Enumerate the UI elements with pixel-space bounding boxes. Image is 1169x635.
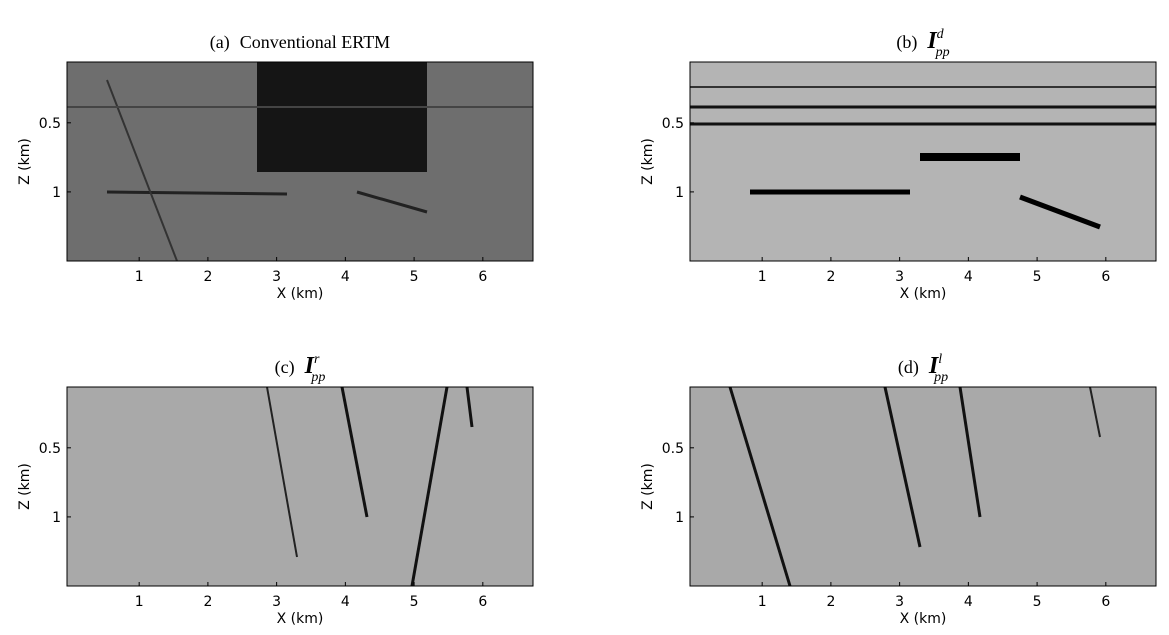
y-tick-label: 0.5 (39, 116, 61, 132)
x-tick-label: 1 (758, 269, 767, 285)
panel: (b) Id pp 1 2 3 4 5 6 0.5 1 X (km) Z (km) (640, 27, 1157, 302)
plot-frame (66, 61, 534, 262)
reflector (883, 386, 922, 548)
title-text: Conventional ERTM (240, 32, 390, 52)
y-tick-label: 1 (52, 185, 61, 201)
panel: (c) Ir pp 1 2 3 4 5 6 0.5 1 X (km) Z (km) (17, 352, 534, 627)
y-axis-label: Z (km) (17, 138, 33, 185)
x-tick-label: 5 (410, 269, 419, 285)
title-superscript: d (937, 27, 945, 42)
title-subscript: pp (933, 370, 948, 385)
x-tick-label: 2 (826, 594, 835, 610)
x-tick-label: 5 (1033, 594, 1042, 610)
panel-label: (a) (210, 32, 230, 53)
plot-frame (689, 386, 1157, 587)
seismic-image (67, 387, 533, 586)
x-tick-label: 4 (964, 594, 973, 610)
panel-label: (d) (898, 357, 919, 378)
x-tick-label: 3 (272, 269, 281, 285)
panel-title: (a) Conventional ERTM (210, 32, 390, 53)
image-features (67, 62, 533, 262)
panel-title: (b) Id pp (896, 27, 949, 60)
panel: (a) Conventional ERTM 1 2 3 4 5 6 0.5 1 X (km) Z (k… (17, 32, 534, 302)
y-axis-label: Z (km) (640, 463, 656, 510)
x-tick-label: 1 (758, 594, 767, 610)
reflector (266, 386, 298, 558)
reflector (410, 386, 449, 587)
x-tick-label: 2 (203, 594, 212, 610)
x-axis-label: X (km) (277, 611, 324, 627)
x-tick-label: 3 (895, 594, 904, 610)
x-tick-label: 5 (1033, 269, 1042, 285)
image-features (266, 386, 474, 587)
x-axis-label: X (km) (277, 286, 324, 302)
title-subscript: pp (935, 45, 950, 60)
y-tick-label: 0.5 (662, 441, 684, 457)
reflector (1019, 194, 1101, 230)
reflector (728, 386, 792, 587)
plot-frame (689, 61, 1157, 262)
title-symbol: I (304, 353, 316, 379)
x-tick-label: 6 (1101, 594, 1110, 610)
x-tick-label: 6 (478, 594, 487, 610)
image-features (690, 86, 1156, 230)
seismic-image (690, 62, 1156, 261)
x-tick-label: 3 (272, 594, 281, 610)
x-tick-label: 4 (341, 269, 350, 285)
panel-title: (d) Il pp (898, 352, 948, 385)
y-tick-label: 1 (675, 510, 684, 526)
y-tick-label: 0.5 (662, 116, 684, 132)
plot-frame (66, 386, 534, 587)
reflector (106, 79, 178, 262)
reflector (257, 62, 427, 172)
x-axis-label: X (km) (900, 611, 947, 627)
y-axis-label: Z (km) (640, 138, 656, 185)
title-symbol: I (926, 28, 938, 54)
reflector (340, 386, 369, 518)
reflector (106, 190, 288, 196)
panel: (d) Il pp 1 2 3 4 5 6 0.5 1 X (km) Z (km) (640, 352, 1157, 627)
title-subscript: pp (310, 370, 325, 385)
title-superscript: r (314, 352, 320, 367)
x-tick-label: 4 (964, 269, 973, 285)
x-tick-label: 1 (135, 269, 144, 285)
x-tick-label: 2 (203, 269, 212, 285)
y-axis-label: Z (km) (17, 463, 33, 510)
x-tick-label: 6 (1101, 269, 1110, 285)
title-symbol: I (928, 353, 940, 379)
x-tick-label: 3 (895, 269, 904, 285)
panel-title: (c) Ir pp (275, 352, 326, 385)
reflector (465, 386, 474, 428)
title-superscript: l (938, 352, 942, 367)
y-tick-label: 1 (675, 185, 684, 201)
x-tick-label: 4 (341, 594, 350, 610)
panel-label: (c) (275, 357, 295, 378)
reflector (356, 190, 428, 214)
panel-label: (b) (896, 32, 917, 53)
reflector (1089, 386, 1101, 438)
image-features (728, 386, 1101, 587)
x-axis-label: X (km) (900, 286, 947, 302)
x-tick-label: 2 (826, 269, 835, 285)
y-tick-label: 0.5 (39, 441, 61, 457)
x-tick-label: 5 (410, 594, 419, 610)
reflector (958, 386, 982, 518)
x-tick-label: 1 (135, 594, 144, 610)
x-tick-label: 6 (478, 269, 487, 285)
seismic-image (690, 387, 1156, 586)
y-tick-label: 1 (52, 510, 61, 526)
